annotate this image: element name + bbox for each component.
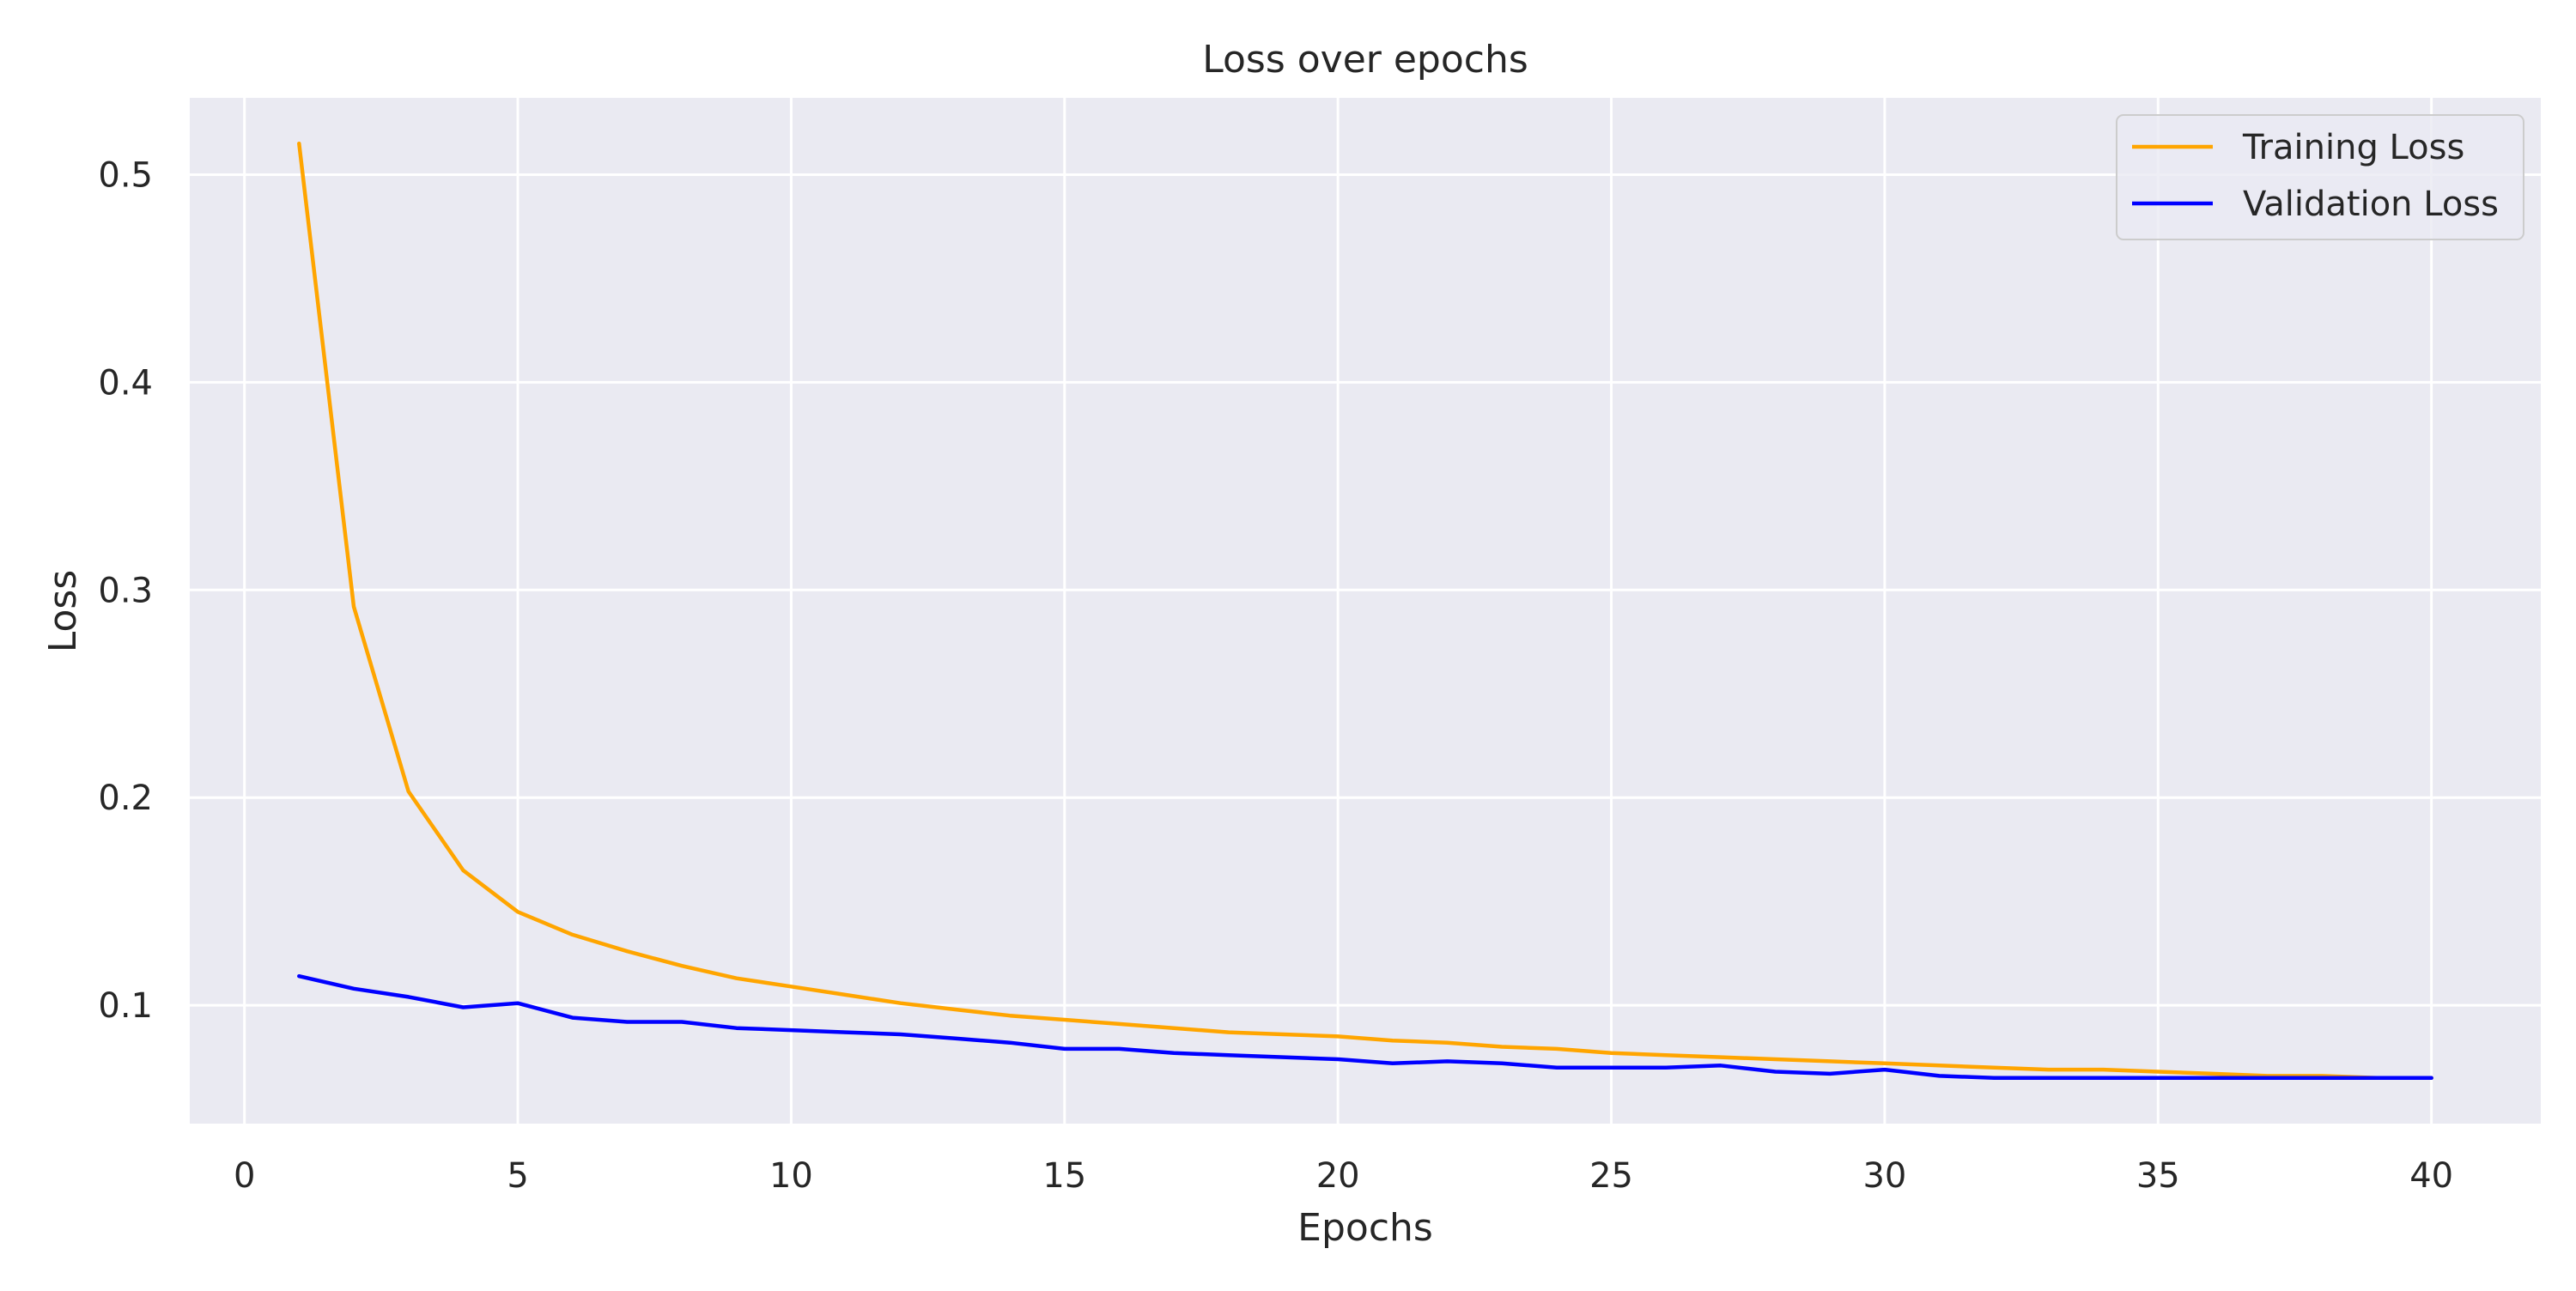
x-tick-label: 40 — [2409, 1156, 2453, 1196]
x-tick-label: 10 — [769, 1156, 813, 1196]
y-axis-label: Loss — [41, 570, 85, 653]
x-tick-label: 15 — [1042, 1156, 1086, 1196]
chart-title: Loss over epochs — [1202, 38, 1528, 82]
plot-background — [190, 98, 2541, 1124]
series-line-training-loss — [297, 141, 2433, 1081]
series-line-validation-loss — [297, 973, 2433, 1081]
legend: Training Loss Validation Loss — [2116, 114, 2524, 240]
x-tick-label: 30 — [1862, 1156, 1906, 1196]
y-tick-label: 0.2 — [98, 779, 153, 818]
y-tick-label: 0.3 — [98, 571, 153, 610]
series-layer — [297, 141, 2433, 1081]
x-tick-label: 35 — [2136, 1156, 2180, 1196]
x-tick-label: 5 — [507, 1156, 528, 1196]
y-tick-label: 0.1 — [98, 986, 153, 1026]
x-tick-label: 0 — [234, 1156, 255, 1196]
y-tick-label: 0.5 — [98, 156, 153, 196]
x-tick-label: 20 — [1316, 1156, 1360, 1196]
x-tick-label: 25 — [1589, 1156, 1633, 1196]
x-axis-label: Epochs — [1297, 1206, 1433, 1250]
legend-label: Training Loss — [2242, 128, 2464, 167]
tick-labels: 0 5 10 15 20 25 30 35 40 0.1 0.2 0.3 0.4 0.5 — [98, 156, 2453, 1196]
legend-box — [2116, 114, 2524, 240]
legend-label: Validation Loss — [2243, 185, 2499, 224]
y-tick-label: 0.4 — [98, 363, 153, 403]
